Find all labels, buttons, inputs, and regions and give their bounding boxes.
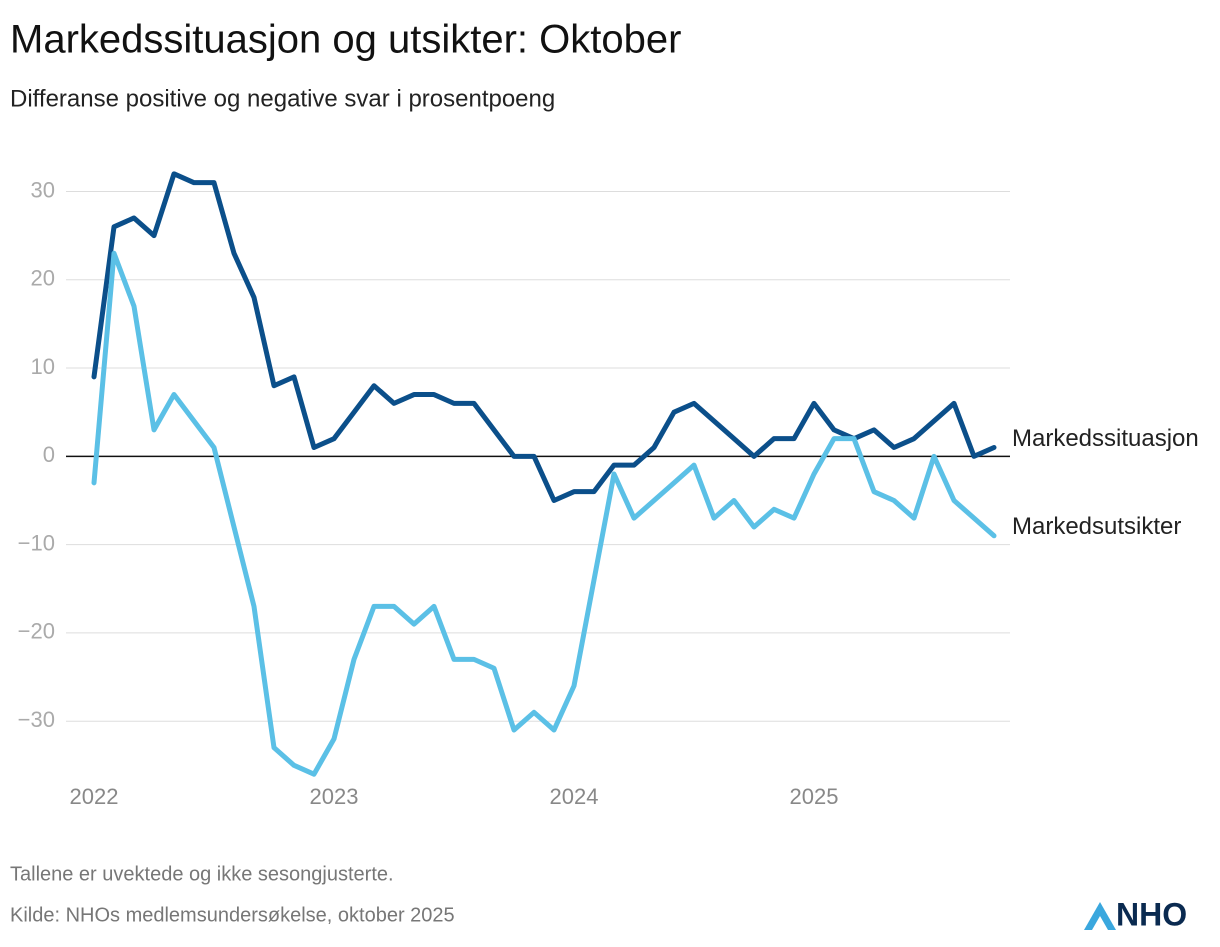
series-label: Markedsutsikter: [1012, 513, 1181, 540]
y-tick-label: −10: [18, 530, 55, 555]
series-label: Markedssituasjon: [1012, 425, 1199, 452]
note: Tallene er uvektede og ikke sesongjuster…: [10, 863, 394, 885]
chart-subtitle: Differanse positive og negative svar i p…: [10, 85, 555, 112]
logo-mark-inner: [1092, 916, 1108, 930]
y-tick-label: 10: [31, 354, 55, 379]
source: Kilde: NHOs medlemsundersøkelse, oktober…: [10, 904, 455, 926]
x-tick-label: 2022: [70, 784, 119, 809]
x-tick-label: 2023: [310, 784, 359, 809]
y-tick-label: 30: [31, 177, 55, 202]
series-line: [91, 171, 997, 503]
y-tick-label: 20: [31, 266, 55, 291]
logo: NHO: [1084, 896, 1187, 932]
y-tick-label: −30: [18, 707, 55, 732]
chart-title: Markedssituasjon og utsikter: Oktober: [10, 18, 681, 62]
y-tick-label: −20: [18, 619, 55, 644]
x-tick-label: 2025: [790, 784, 839, 809]
y-tick-label: 0: [43, 442, 55, 467]
x-tick-label: 2024: [550, 784, 599, 809]
series-line: [91, 250, 997, 777]
logo-text: NHO: [1116, 896, 1187, 932]
